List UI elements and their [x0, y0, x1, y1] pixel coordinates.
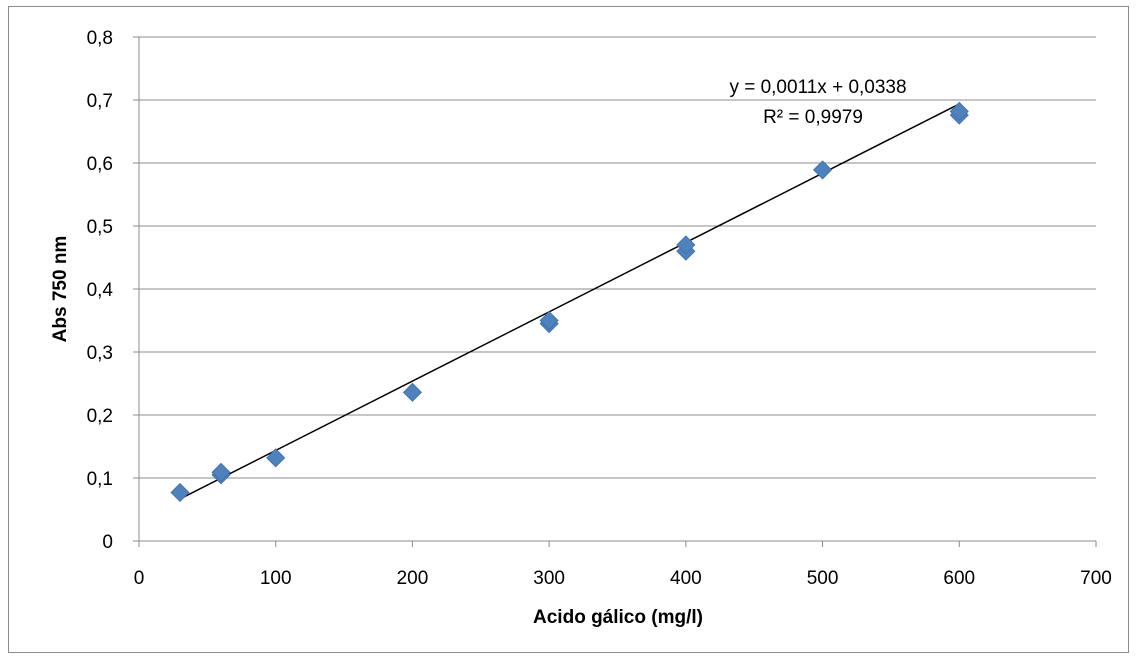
y-tick-label: 0,8: [87, 28, 113, 49]
x-tick-label: 600: [943, 568, 975, 589]
y-tick-label: 0: [102, 532, 113, 553]
y-tick-label: 0,4: [87, 280, 114, 301]
data-point: [170, 482, 190, 503]
x-tick-label: 300: [533, 568, 565, 589]
y-tick-label: 0,6: [87, 154, 113, 175]
x-tick-label: 500: [807, 568, 839, 589]
y-tick-label: 0,1: [87, 469, 113, 490]
trendline-r-squared: R² = 0,9979: [763, 107, 863, 128]
gridlines: [139, 36, 1096, 479]
y-tick-labels: 0 0,1 0,2 0,3 0,4 0,5 0,6 0,7 0,8: [87, 28, 114, 553]
x-tick-label: 0: [134, 568, 145, 589]
x-tick-labels: 0 100 200 300 400 500 600 700: [134, 568, 1112, 589]
data-point: [539, 310, 559, 331]
y-tick-label: 0,5: [87, 217, 113, 238]
x-tick-label: 200: [397, 568, 429, 589]
chart-frame: [8, 6, 1129, 653]
x-tick-label: 700: [1080, 568, 1112, 589]
data-point: [402, 382, 422, 402]
x-axis-title: Acido gálico (mg/l): [533, 607, 703, 628]
data-point: [211, 462, 231, 482]
axes: [133, 36, 1097, 547]
x-tick-label: 400: [670, 568, 702, 589]
y-tick-label: 0,7: [87, 91, 113, 112]
y-tick-label: 0,2: [87, 406, 113, 427]
data-point: [813, 160, 833, 180]
data-point: [949, 101, 969, 121]
data-point: [266, 448, 286, 468]
data-points: [170, 101, 969, 503]
trendline-equation: y = 0,0011x + 0,0338: [729, 77, 906, 98]
y-tick-label: 0,3: [87, 343, 113, 364]
data-point: [676, 235, 696, 255]
y-axis-title: Abs 750 nm: [50, 236, 71, 343]
x-tick-label: 100: [260, 568, 292, 589]
